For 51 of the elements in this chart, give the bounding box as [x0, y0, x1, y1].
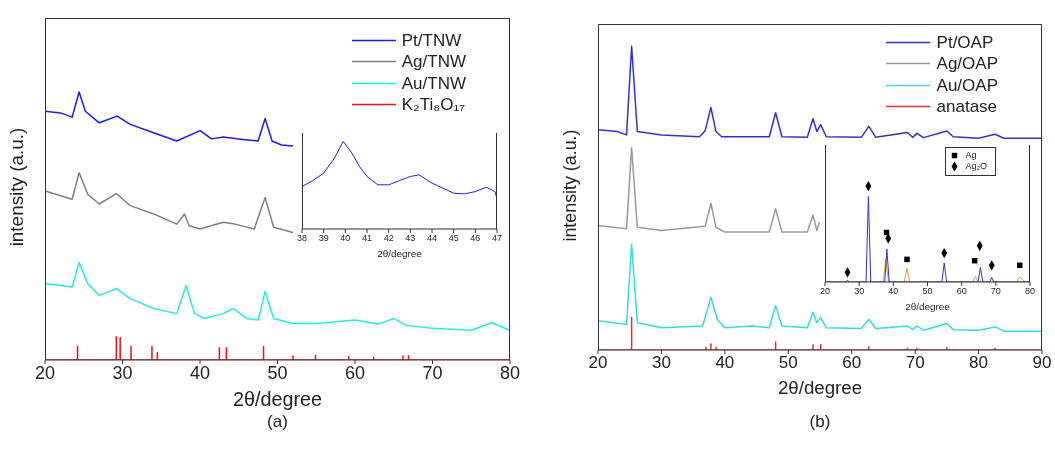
legend-label: Ag₂O — [965, 161, 987, 173]
x-tick-label: 30 — [651, 353, 671, 373]
x-tick-label: 20 — [819, 286, 831, 297]
x-tick-label: 90 — [1032, 353, 1052, 373]
legend-label: Ag/TNW — [401, 51, 466, 73]
legend-label: Pt/TNW — [401, 30, 462, 52]
x-tick-label: 70 — [990, 286, 1001, 297]
text: (a) — [266, 412, 289, 432]
x-tick-label: 20 — [588, 353, 608, 373]
legend-label: Ag/OAP — [936, 53, 998, 75]
x-tick-label: 50 — [778, 353, 798, 373]
point — [904, 256, 910, 263]
x-tick-label: 39 — [318, 233, 329, 244]
x-tick-label: 30 — [112, 362, 133, 383]
x-tick-label: 80 — [969, 353, 989, 373]
x-tick-label: 42 — [383, 233, 394, 244]
x-tick-label: 47 — [491, 233, 503, 244]
x-tick-label: 50 — [922, 286, 933, 297]
x-tick-label: 50 — [267, 362, 288, 383]
x-tick-label: 46 — [470, 233, 481, 244]
x-tick-label: 45 — [448, 233, 459, 244]
x-tick-label: 70 — [422, 362, 443, 383]
x-tick-label: 60 — [842, 353, 862, 373]
x-tick-label: 60 — [344, 362, 366, 383]
legend-label: anatase — [936, 95, 998, 117]
x-tick-label: 38 — [296, 233, 308, 244]
x-tick-label: 60 — [956, 286, 967, 297]
x-tick-label: 20 — [34, 362, 56, 383]
x-tick-label: 80 — [499, 362, 521, 383]
legend-label: Au/OAP — [936, 74, 998, 96]
x-tick-label: 40 — [888, 286, 899, 297]
x-tick-label: 40 — [715, 353, 735, 373]
x-axis-title: 2θ/degree — [376, 248, 423, 259]
legend-label: Ag — [965, 150, 977, 162]
x-tick-label: 43 — [405, 233, 416, 244]
x-tick-label: 30 — [854, 286, 865, 297]
x-tick-label: 40 — [189, 362, 211, 383]
x-tick-label: 80 — [1024, 286, 1036, 297]
x-axis-title: 2θ/degree — [904, 301, 951, 312]
legend-label: Au/TNW — [401, 72, 466, 94]
x-tick-label: 41 — [361, 233, 373, 244]
x-axis-title: 2θ/degree — [776, 377, 864, 399]
legend-label: K₂Ti₈O₁₇ — [401, 93, 466, 115]
x-axis-title: 2θ/degree — [231, 388, 324, 411]
y-axis-title: intensity (a.u.) — [6, 127, 28, 249]
text: (b) — [808, 412, 832, 432]
x-tick-label: 70 — [905, 353, 925, 373]
y-axis-title: intensity (a.u.) — [559, 128, 581, 244]
x-tick-label: 44 — [426, 233, 438, 244]
x-tick-label: 40 — [340, 233, 351, 244]
legend-label: Pt/OAP — [936, 32, 994, 54]
